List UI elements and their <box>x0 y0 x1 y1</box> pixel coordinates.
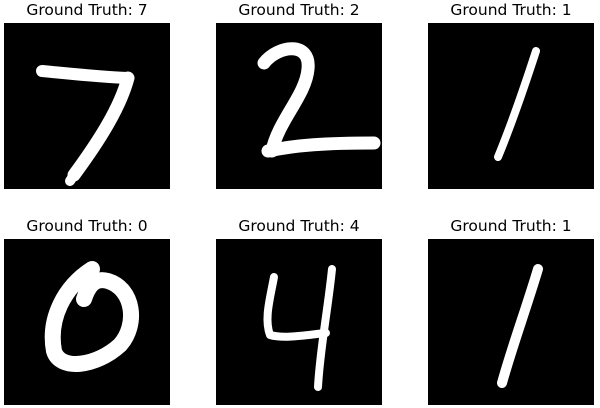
digit-image <box>428 239 594 405</box>
panel-title: Ground Truth: 4 <box>238 217 360 235</box>
panel-title: Ground Truth: 0 <box>26 217 148 235</box>
digit-image <box>4 23 170 189</box>
panel-title: Ground Truth: 7 <box>26 1 148 19</box>
panel-title: Ground Truth: 1 <box>450 1 572 19</box>
panel-title: Ground Truth: 2 <box>238 1 360 19</box>
panel-title: Ground Truth: 1 <box>450 217 572 235</box>
digit-image <box>4 239 170 405</box>
digit-image <box>216 239 382 405</box>
digit-image <box>216 23 382 189</box>
digit-image <box>428 23 594 189</box>
